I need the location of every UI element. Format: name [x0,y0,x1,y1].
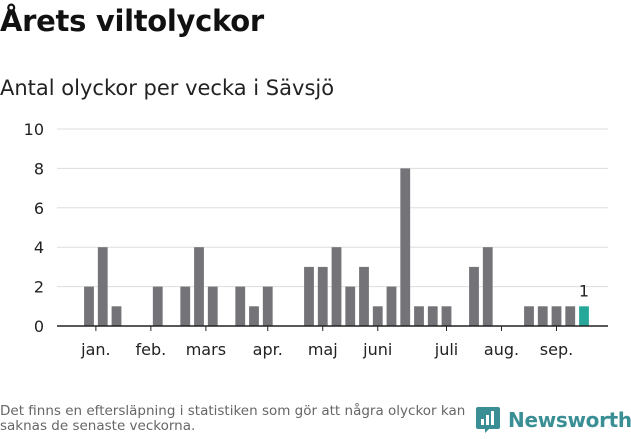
bar [400,168,411,326]
bar-chart: 0 2 4 6 8 10 jan. feb. mars apr. maj juni juli aug. s… [24,120,608,359]
bar [386,286,397,326]
bar [482,247,493,326]
data-label-latest: 1 [579,281,589,300]
bar [359,266,369,326]
bar [551,306,562,326]
bar [427,306,438,326]
y-tick-label: 4 [34,238,44,257]
y-tick-label: 10 [24,120,44,139]
brand-name: Newsworthy [508,408,631,432]
bars [84,168,589,326]
x-axis: jan. feb. mars apr. maj juni juli aug. sep. [57,325,608,359]
x-tick-label: feb. [136,340,167,359]
x-tick-label: jan. [80,340,110,359]
x-tick-label: juli [434,340,458,359]
bar [262,286,273,326]
x-tick-label: maj [308,340,338,359]
bar [304,266,314,326]
brand-logo[interactable]: Newsworthy [475,406,631,434]
footnote: Det finns en eftersläpning i statistiken… [0,403,466,434]
data-labels: 1 [579,281,589,300]
bar-latest-week [579,306,589,326]
y-tick-label: 0 [34,317,44,336]
x-tick-label: sep. [540,340,573,359]
bar [180,286,191,326]
y-tick-label: 2 [34,278,44,297]
bar [249,306,259,326]
bar [84,286,94,326]
x-tick-label: apr. [253,340,283,359]
bar [441,306,452,326]
bar [194,247,204,326]
chart-subtitle: Antal olyckor per vecka i Sävsjö [0,76,335,100]
bar [97,247,108,326]
grid-lines [57,128,608,288]
y-tick-label: 8 [34,159,44,178]
bar [537,306,548,326]
bar [317,266,328,326]
bar [372,306,383,326]
x-tick-label: mars [186,340,226,359]
bar [469,266,479,326]
bar [207,286,218,326]
bar [565,306,576,326]
bar [331,247,342,326]
bar [235,286,246,326]
y-axis-ticks: 0 2 4 6 8 10 [24,120,44,336]
page-title: Årets viltolyckor [0,4,264,38]
bar [414,306,424,326]
x-tick-label: juni [362,340,392,359]
y-tick-label: 6 [34,199,44,218]
bar [524,306,534,326]
newsworthy-logo-icon [476,407,500,433]
bar [152,286,163,326]
bar [345,286,356,326]
bar [111,306,122,326]
x-tick-label: aug. [484,340,519,359]
